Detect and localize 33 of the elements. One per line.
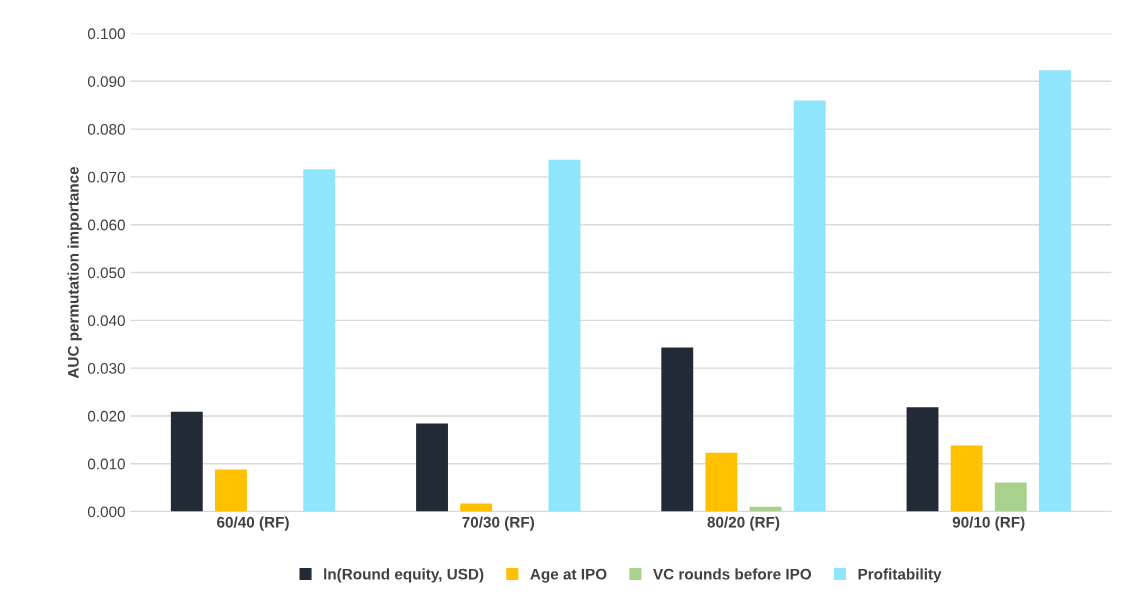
bar [460, 503, 493, 512]
y-tick-label: 0.010 [87, 458, 125, 470]
legend-label: Age at IPO [530, 568, 607, 583]
bar [950, 445, 983, 512]
bar [170, 411, 203, 512]
bar [1038, 70, 1071, 512]
bar [303, 169, 336, 512]
y-tick-label: 0.090 [87, 76, 125, 87]
bar [215, 469, 247, 512]
y-tick-label: 0.100 [87, 28, 125, 40]
bar [661, 347, 694, 512]
y-axis-title: AUC permutation importance [67, 166, 82, 379]
x-tick-label: 70/30 (RF) [462, 516, 534, 531]
bar [793, 100, 826, 512]
y-tick-label: 0.080 [87, 123, 125, 135]
y-tick-label: 0.020 [87, 410, 125, 422]
x-tick-label: 80/20 (RF) [707, 516, 780, 531]
bar [705, 452, 738, 512]
y-tick-label: 0.050 [87, 267, 125, 279]
y-tick-label: 0.000 [87, 506, 125, 518]
y-tick-label: 0.040 [87, 315, 125, 327]
x-tick-label: 60/40 (RF) [217, 516, 289, 531]
bar [548, 159, 581, 512]
legend-label: VC rounds before IPO [653, 568, 812, 580]
legend-label: Profitability [858, 568, 942, 583]
y-tick-label: 0.030 [87, 363, 125, 374]
bar [906, 407, 939, 512]
x-tick-label: 90/10 (RF) [952, 516, 1025, 531]
bar [416, 423, 448, 512]
legend-label: ln(Round equity, USD) [324, 568, 484, 583]
y-tick-label: 0.060 [87, 219, 125, 231]
y-tick-label: 0.070 [87, 171, 125, 183]
bar [994, 482, 1027, 512]
